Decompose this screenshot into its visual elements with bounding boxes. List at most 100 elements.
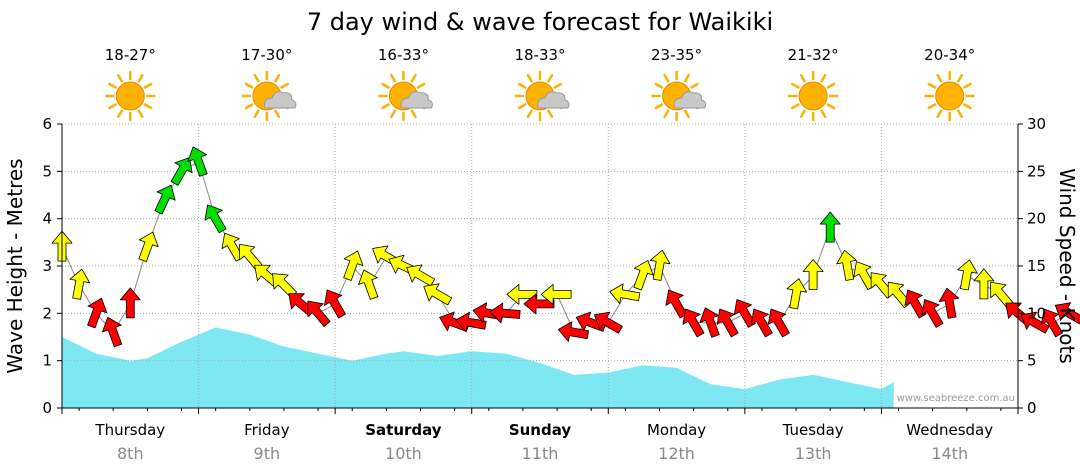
wind-arrow [557,321,589,342]
day-name: Friday [244,421,290,439]
wind-arrow [1041,308,1063,338]
wind-arrow [665,289,688,319]
day-name: Monday [647,421,706,439]
wind-arrow [938,287,960,319]
wind-arrow [489,302,521,324]
wave-height-area [62,327,894,408]
y-right-tick-label: 30 [1027,115,1046,133]
y-right-tick-label: 25 [1027,162,1046,180]
wind-arrow [506,283,538,305]
wind-arrow [119,287,141,319]
grid-layer [62,123,1018,408]
wind-arrow [609,283,641,304]
temperature-label: 17-30° [241,46,292,64]
temperature-label: 21-32° [788,46,839,64]
watermark: www.seabreeze.com.au [897,393,1015,404]
y-axis-left-label: Wave Height - Metres [3,158,27,373]
weather-icon-row [105,70,975,122]
y-axis-right-label: Wind Speed - Knots [1055,168,1079,364]
y-right-tick-label: 20 [1027,210,1046,228]
wind-arrow [682,308,705,338]
wind-arrow [733,299,756,328]
day-date: 10th [385,444,422,463]
wind-arrow [957,259,978,291]
temperature-label: 16-33° [378,46,429,64]
wind-arrow [904,289,927,319]
day-date: 14th [931,444,968,463]
y-left-tick-label: 3 [42,257,52,275]
wind-arrow [819,211,841,243]
chart-title: 7 day wind & wave forecast for Waikiki [307,8,773,36]
wind-arrow [138,231,159,263]
wind-arrow [423,283,453,306]
wind-arrow [540,283,572,305]
temperature-label: 18-33° [514,46,565,64]
y-right-tick-label: 5 [1027,352,1037,370]
wave-area-layer [62,327,894,408]
temperature-label: 20-34° [924,46,975,64]
day-name: Tuesday [782,421,844,439]
day-label-row: Thursday 8th Friday 9th Saturday 10th Sunday 11… [94,421,993,463]
y-left-tick-label: 2 [42,304,52,322]
wind-arrow [455,311,487,333]
wind-arrow [649,249,671,281]
wind-arrow [716,308,739,338]
wind-arrow [307,300,331,327]
day-date: 12th [658,444,695,463]
wind-arrow [523,293,555,315]
wind-arrow [921,299,944,328]
partly-cloudy-icon [514,70,570,122]
temperature-label: 23-35° [651,46,702,64]
partly-cloudy-icon [241,70,297,122]
day-date: 13th [795,444,832,463]
wind-arrow [69,268,91,300]
wind-arrow [87,297,108,329]
axes-layer: 0 1 2 3 4 5 6 0 5 10 15 20 25 30 [42,115,1046,417]
wind-arrow [1020,311,1050,334]
temperature-label: 18-27° [105,46,156,64]
wind-arrow [699,307,720,338]
wind-arrow [887,281,911,309]
wind-arrow [170,157,193,186]
wind-arrow [343,250,364,281]
y-right-tick-label: 0 [1027,399,1037,417]
day-name: Saturday [365,421,442,439]
wind-arrow [358,269,379,300]
partly-cloudy-icon [651,70,707,122]
y-right-tick-label: 15 [1027,257,1046,275]
wind-arrow [750,308,773,338]
y-left-tick-label: 5 [42,162,52,180]
temperature-row: 18-27° 17-30° 16-33° 18-33° 23-35° 21-32° 20-3… [105,46,976,64]
wind-arrow [154,184,176,215]
wind-arrow [204,204,227,234]
wind-arrow [594,311,623,334]
partly-cloudy-icon [378,70,433,122]
day-date: 9th [254,444,281,463]
y-left-tick-label: 0 [42,399,52,417]
wind-arrow [324,289,346,319]
wind-arrow [633,260,654,291]
day-name: Wednesday [906,421,993,439]
wind-arrow [406,264,436,287]
wind-arrow-layer [51,146,1080,348]
sun-icon [787,70,839,122]
y-left-tick-label: 6 [42,115,52,133]
y-right-tick-label: 10 [1027,304,1046,322]
y-left-tick-label: 1 [42,352,52,370]
wind-arrow [802,259,824,290]
wind-arrow [102,316,123,348]
wind-arrow [1054,302,1080,325]
wind-arrow [786,278,808,310]
sun-icon [924,70,975,122]
day-date: 11th [522,444,559,463]
sun-icon [105,70,156,122]
wind-arrow [973,268,995,300]
day-name: Thursday [94,421,165,439]
y-left-tick-label: 4 [42,210,52,228]
wind-arrow [836,249,857,281]
day-name: Sunday [509,421,572,439]
wind-arrow [767,308,790,338]
day-date: 8th [117,444,144,463]
wind-arrow [187,146,208,177]
